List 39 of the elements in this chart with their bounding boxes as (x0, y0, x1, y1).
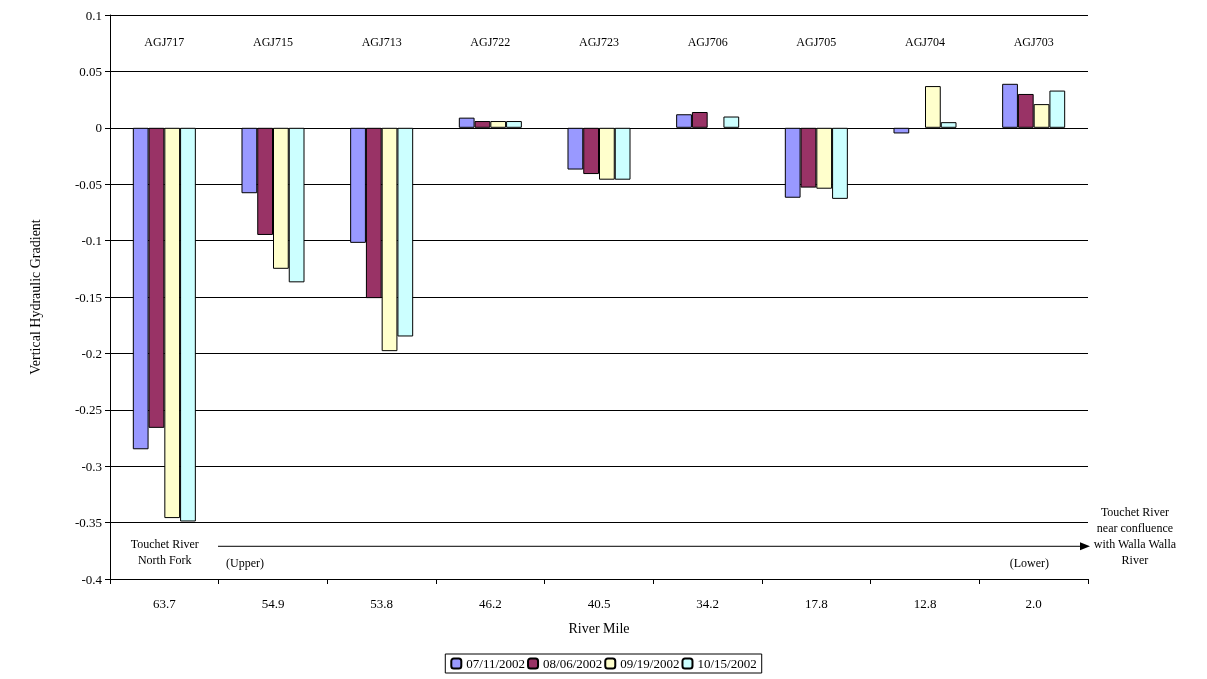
x-tick-label: 12.8 (913, 596, 937, 611)
annotation: AGJ704 (904, 35, 946, 50)
x-tick-label: 54.9 (261, 596, 285, 611)
y-tick-label: 0.1 (85, 7, 102, 23)
y-tick-label: -0.3 (81, 458, 102, 474)
x-tick-label: 63.7 (152, 596, 177, 611)
annotation: (Lower) (1009, 556, 1049, 571)
legend-label: 10/15/2002 (697, 656, 757, 671)
annotation: AGJ713 (361, 35, 402, 50)
x-tick-label: 34.2 (696, 596, 720, 611)
annotation: AGJ706 (687, 35, 728, 50)
annotation: Touchet River North Fork (130, 536, 199, 567)
y-tick-label: -0.25 (74, 402, 102, 418)
annotation: AGJ722 (470, 35, 511, 50)
y-tick-label: -0.15 (74, 289, 102, 305)
legend-label: 07/11/2002 (466, 656, 526, 671)
x-tick-label: 17.8 (804, 596, 828, 611)
x-tick-label: 46.2 (478, 596, 502, 611)
y-tick-label: -0.35 (74, 515, 102, 531)
x-tick-label: 2.0 (1025, 596, 1042, 611)
y-tick-label: 0.05 (79, 63, 102, 79)
x-tick-label: 40.5 (587, 596, 611, 611)
y-axis-title: Vertical Hydraulic Gradient (27, 219, 43, 375)
x-axis-title: River Mile (568, 620, 630, 636)
text: Touchet River near confluence with Walla Walla River (1093, 505, 1177, 568)
y-tick-label: -0.1 (81, 233, 102, 249)
legend-label: 08/06/2002 (543, 656, 603, 671)
y-tick-label: -0.2 (81, 345, 102, 361)
annotation: AGJ723 (578, 35, 620, 50)
legend-label: 09/19/2002 (620, 656, 680, 671)
annotation: AGJ715 (252, 35, 294, 50)
y-tick-label: -0.05 (74, 176, 102, 192)
annotation: AGJ705 (796, 35, 837, 50)
annotation: (Upper) (225, 556, 264, 571)
y-tick-label: 0 (95, 120, 102, 136)
y-tick-label: -0.4 (81, 571, 103, 587)
x-tick-label: 53.8 (370, 596, 394, 611)
annotation: AGJ703 (1013, 35, 1054, 50)
annotation: AGJ717 (144, 35, 185, 50)
